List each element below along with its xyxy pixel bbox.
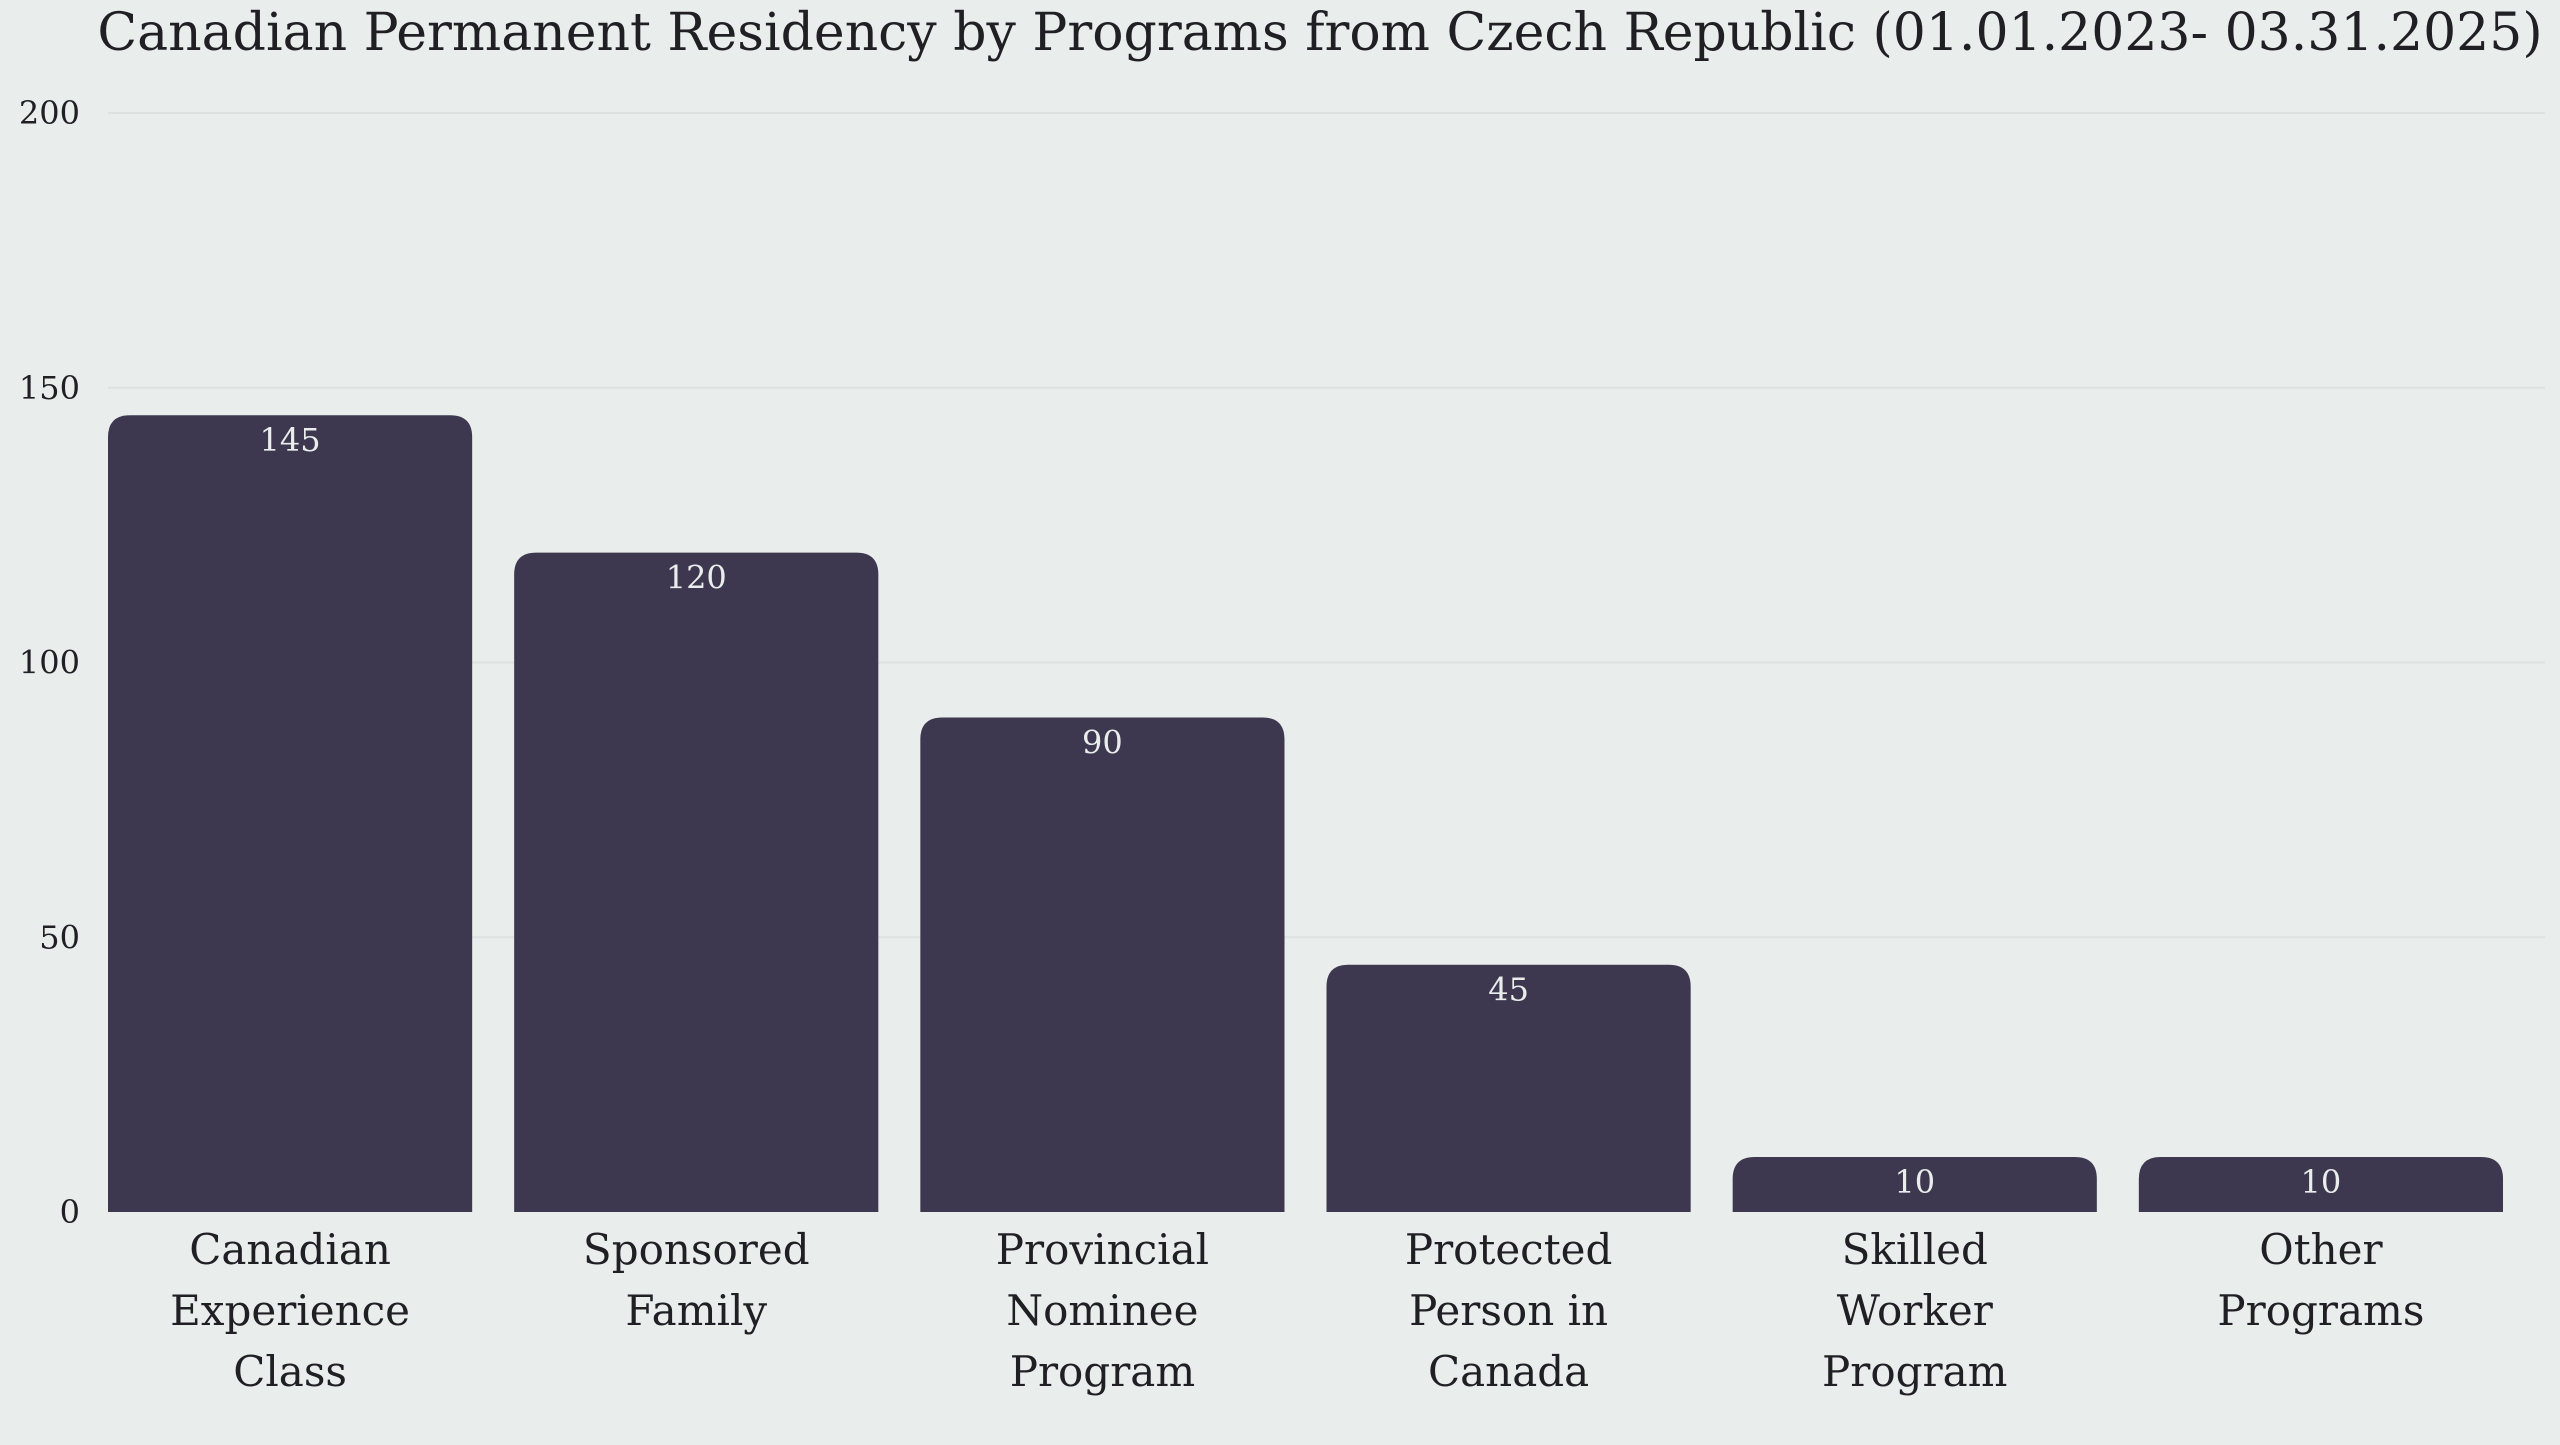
x-category-label-line: Canada bbox=[1428, 1347, 1589, 1396]
x-category-label-line: Class bbox=[233, 1347, 347, 1396]
y-tick-label: 150 bbox=[19, 369, 80, 407]
bar bbox=[1326, 964, 1691, 1212]
y-tick-label: 50 bbox=[39, 918, 80, 956]
y-tick-label: 100 bbox=[19, 644, 80, 682]
x-category-label-line: Experience bbox=[170, 1286, 410, 1335]
x-category-label-line: Family bbox=[625, 1286, 767, 1335]
grid-layer bbox=[108, 112, 2545, 939]
x-category-label-line: Sponsored bbox=[583, 1225, 810, 1274]
x-axis-categories: Canadian Experience Class Sponsored Family Pr… bbox=[170, 1225, 2424, 1396]
x-category-label-line: Nominee bbox=[1006, 1286, 1198, 1335]
x-category-label-line: Protected bbox=[1405, 1225, 1613, 1274]
x-category-label-line: Provincial bbox=[996, 1225, 1209, 1274]
data-label-layer: 145 120 90 45 10 10 bbox=[260, 421, 2342, 1201]
data-label: 10 bbox=[1894, 1163, 1935, 1201]
x-category-label-line: Other bbox=[2259, 1225, 2383, 1274]
x-category-label-line: Program bbox=[1822, 1347, 2007, 1396]
x-category-label: Canadian Experience Class bbox=[170, 1225, 410, 1396]
data-label: 90 bbox=[1082, 723, 1123, 761]
x-category-label: Other Programs bbox=[2217, 1225, 2424, 1335]
bar bbox=[2138, 1157, 2503, 1212]
x-category-label-line: Programs bbox=[2217, 1286, 2424, 1335]
y-axis-ticks: 0 50 100 150 200 bbox=[19, 94, 80, 1231]
x-category-label-line: Program bbox=[1010, 1347, 1195, 1396]
data-label: 10 bbox=[2301, 1163, 2342, 1201]
bar bbox=[1732, 1157, 2097, 1212]
x-category-label: Provincial Nominee Program bbox=[996, 1225, 1209, 1396]
x-category-label: Protected Person in Canada bbox=[1405, 1225, 1613, 1396]
x-category-label: Sponsored Family bbox=[583, 1225, 810, 1335]
chart-title: Canadian Permanent Residency by Programs… bbox=[97, 3, 2542, 63]
bar bbox=[108, 415, 473, 1213]
data-label: 120 bbox=[666, 559, 727, 597]
x-category-label-line: Skilled bbox=[1842, 1225, 1988, 1274]
data-label: 145 bbox=[260, 421, 321, 459]
x-category-label-line: Person in bbox=[1409, 1286, 1608, 1335]
bar-layer bbox=[108, 415, 2503, 1213]
data-label: 45 bbox=[1488, 971, 1529, 1009]
x-category-label: Skilled Worker Program bbox=[1822, 1225, 2007, 1396]
y-tick-label: 0 bbox=[60, 1193, 80, 1231]
bar bbox=[514, 552, 879, 1212]
bar bbox=[920, 717, 1285, 1212]
x-category-label-line: Canadian bbox=[189, 1225, 391, 1274]
x-category-label-line: Worker bbox=[1837, 1286, 1994, 1335]
y-tick-label: 200 bbox=[19, 94, 80, 132]
